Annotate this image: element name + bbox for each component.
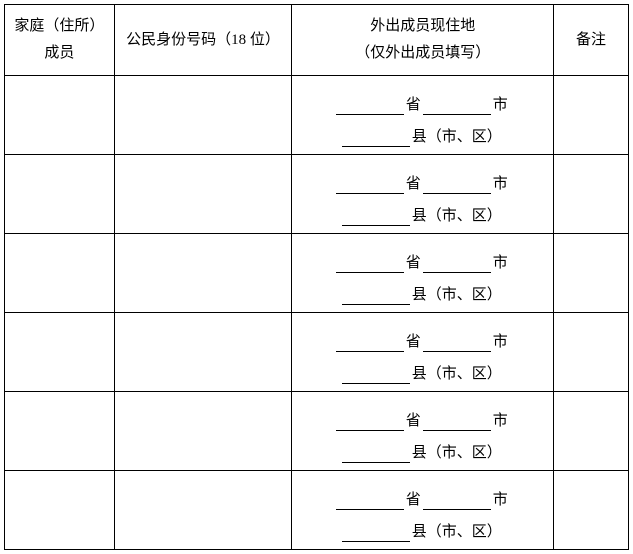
blank-county[interactable] bbox=[342, 204, 410, 226]
blank-province[interactable] bbox=[336, 330, 404, 352]
address-line-1: 省市 bbox=[302, 164, 543, 194]
label-county: 县（市、区） bbox=[410, 446, 504, 463]
cell-member[interactable] bbox=[5, 155, 115, 234]
table-row: 省市县（市、区） bbox=[5, 76, 629, 155]
address-line-1: 省市 bbox=[302, 480, 543, 510]
blank-province[interactable] bbox=[336, 488, 404, 510]
blank-province[interactable] bbox=[336, 172, 404, 194]
cell-id[interactable] bbox=[114, 155, 292, 234]
header-remark: 备注 bbox=[554, 5, 629, 76]
label-city: 市 bbox=[491, 98, 510, 115]
table-row: 省市县（市、区） bbox=[5, 313, 629, 392]
address-line-2: 县（市、区） bbox=[302, 117, 543, 147]
header-address: 外出成员现住地（仅外出成员填写） bbox=[292, 5, 554, 76]
cell-id[interactable] bbox=[114, 76, 292, 155]
cell-member[interactable] bbox=[5, 234, 115, 313]
cell-remark[interactable] bbox=[554, 76, 629, 155]
blank-city[interactable] bbox=[423, 172, 491, 194]
label-city: 市 bbox=[491, 493, 510, 510]
blank-county[interactable] bbox=[342, 362, 410, 384]
cell-remark[interactable] bbox=[554, 392, 629, 471]
label-city: 市 bbox=[491, 256, 510, 273]
cell-address: 省市县（市、区） bbox=[292, 392, 554, 471]
household-registration-table: 家庭（住所）成员 公民身份号码（18 位） 外出成员现住地（仅外出成员填写） 备… bbox=[4, 4, 629, 550]
table-row: 省市县（市、区） bbox=[5, 471, 629, 550]
cell-address: 省市县（市、区） bbox=[292, 471, 554, 550]
blank-city[interactable] bbox=[423, 93, 491, 115]
address-line-1: 省市 bbox=[302, 85, 543, 115]
label-county: 县（市、区） bbox=[410, 525, 504, 542]
cell-id[interactable] bbox=[114, 313, 292, 392]
blank-county[interactable] bbox=[342, 125, 410, 147]
blank-province[interactable] bbox=[336, 251, 404, 273]
blank-city[interactable] bbox=[423, 409, 491, 431]
cell-remark[interactable] bbox=[554, 155, 629, 234]
cell-address: 省市县（市、区） bbox=[292, 76, 554, 155]
label-province: 省 bbox=[404, 177, 423, 194]
label-province: 省 bbox=[404, 414, 423, 431]
address-line-1: 省市 bbox=[302, 401, 543, 431]
address-line-1: 省市 bbox=[302, 322, 543, 352]
header-member: 家庭（住所）成员 bbox=[5, 5, 115, 76]
table-header-row: 家庭（住所）成员 公民身份号码（18 位） 外出成员现住地（仅外出成员填写） 备… bbox=[5, 5, 629, 76]
address-line-2: 县（市、区） bbox=[302, 196, 543, 226]
address-line-2: 县（市、区） bbox=[302, 354, 543, 384]
address-line-2: 县（市、区） bbox=[302, 275, 543, 305]
cell-address: 省市县（市、区） bbox=[292, 313, 554, 392]
blank-county[interactable] bbox=[342, 520, 410, 542]
label-county: 县（市、区） bbox=[410, 130, 504, 147]
blank-province[interactable] bbox=[336, 409, 404, 431]
cell-member[interactable] bbox=[5, 313, 115, 392]
cell-remark[interactable] bbox=[554, 234, 629, 313]
label-province: 省 bbox=[404, 256, 423, 273]
cell-remark[interactable] bbox=[554, 313, 629, 392]
label-county: 县（市、区） bbox=[410, 209, 504, 226]
address-line-1: 省市 bbox=[302, 243, 543, 273]
header-id: 公民身份号码（18 位） bbox=[114, 5, 292, 76]
label-city: 市 bbox=[491, 414, 510, 431]
label-province: 省 bbox=[404, 493, 423, 510]
blank-city[interactable] bbox=[423, 488, 491, 510]
blank-county[interactable] bbox=[342, 283, 410, 305]
cell-member[interactable] bbox=[5, 471, 115, 550]
label-county: 县（市、区） bbox=[410, 288, 504, 305]
blank-province[interactable] bbox=[336, 93, 404, 115]
address-line-2: 县（市、区） bbox=[302, 512, 543, 542]
table-row: 省市县（市、区） bbox=[5, 234, 629, 313]
cell-member[interactable] bbox=[5, 76, 115, 155]
label-county: 县（市、区） bbox=[410, 367, 504, 384]
cell-member[interactable] bbox=[5, 392, 115, 471]
label-city: 市 bbox=[491, 335, 510, 352]
address-line-2: 县（市、区） bbox=[302, 433, 543, 463]
cell-id[interactable] bbox=[114, 234, 292, 313]
blank-city[interactable] bbox=[423, 330, 491, 352]
table-row: 省市县（市、区） bbox=[5, 392, 629, 471]
cell-id[interactable] bbox=[114, 471, 292, 550]
label-city: 市 bbox=[491, 177, 510, 194]
table-row: 省市县（市、区） bbox=[5, 155, 629, 234]
label-province: 省 bbox=[404, 335, 423, 352]
blank-county[interactable] bbox=[342, 441, 410, 463]
label-province: 省 bbox=[404, 98, 423, 115]
cell-address: 省市县（市、区） bbox=[292, 155, 554, 234]
cell-remark[interactable] bbox=[554, 471, 629, 550]
cell-id[interactable] bbox=[114, 392, 292, 471]
cell-address: 省市县（市、区） bbox=[292, 234, 554, 313]
blank-city[interactable] bbox=[423, 251, 491, 273]
